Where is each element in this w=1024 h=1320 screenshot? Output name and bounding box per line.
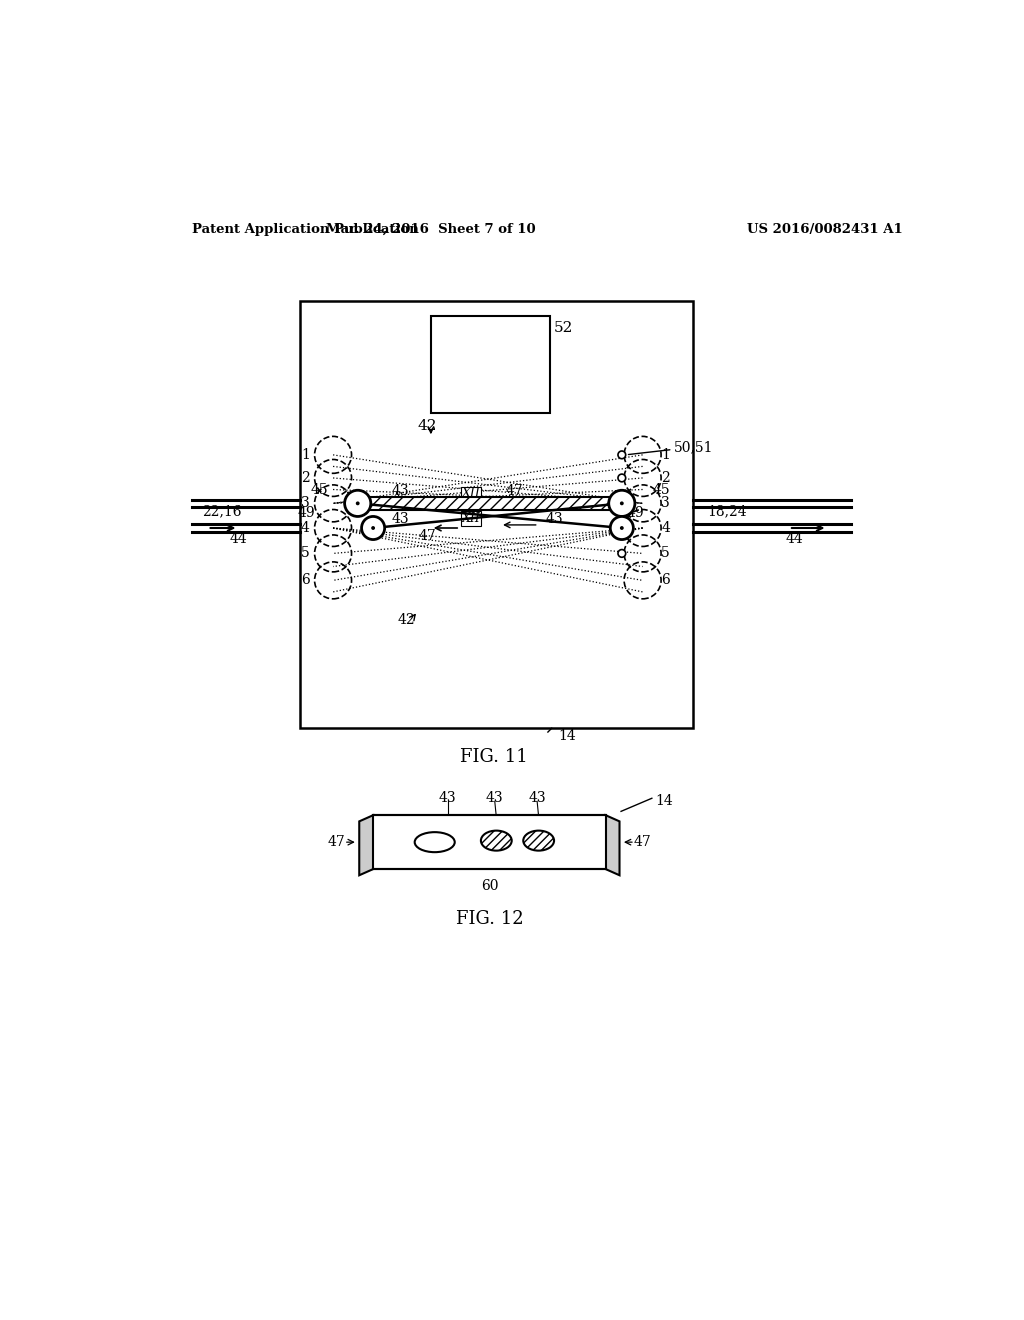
Circle shape bbox=[617, 474, 626, 482]
Text: 44: 44 bbox=[785, 532, 803, 545]
Circle shape bbox=[371, 527, 375, 529]
Text: 52: 52 bbox=[554, 321, 573, 335]
Circle shape bbox=[617, 549, 626, 557]
Circle shape bbox=[617, 499, 626, 507]
Text: 47: 47 bbox=[328, 836, 345, 849]
Ellipse shape bbox=[481, 830, 512, 850]
Text: 47: 47 bbox=[418, 529, 436, 543]
Text: 45: 45 bbox=[653, 483, 671, 496]
Text: 6: 6 bbox=[662, 573, 670, 587]
Ellipse shape bbox=[523, 830, 554, 850]
Text: 5: 5 bbox=[662, 546, 670, 561]
Text: 47: 47 bbox=[505, 484, 523, 498]
Text: 22,16: 22,16 bbox=[202, 504, 242, 517]
Text: 50,51: 50,51 bbox=[674, 440, 713, 454]
Ellipse shape bbox=[415, 832, 455, 853]
Text: FIG. 11: FIG. 11 bbox=[460, 748, 528, 767]
Text: 6: 6 bbox=[301, 573, 309, 587]
Text: 43: 43 bbox=[545, 512, 563, 525]
Circle shape bbox=[617, 451, 626, 459]
Text: 5: 5 bbox=[301, 546, 309, 561]
Text: 3: 3 bbox=[662, 496, 670, 511]
Text: 14: 14 bbox=[558, 729, 575, 743]
Circle shape bbox=[610, 516, 634, 540]
Circle shape bbox=[617, 524, 626, 532]
Bar bbox=[370, 498, 615, 510]
Text: Patent Application Publication: Patent Application Publication bbox=[193, 223, 419, 236]
Text: 45: 45 bbox=[310, 483, 328, 496]
Text: 43: 43 bbox=[486, 791, 504, 805]
Polygon shape bbox=[359, 816, 373, 875]
Circle shape bbox=[620, 527, 624, 529]
Polygon shape bbox=[605, 816, 620, 875]
Text: 44: 44 bbox=[229, 532, 247, 545]
Text: 42: 42 bbox=[417, 420, 437, 433]
Text: 42: 42 bbox=[397, 614, 415, 627]
Text: 43: 43 bbox=[391, 484, 409, 498]
Text: 1: 1 bbox=[301, 447, 310, 462]
Text: 49: 49 bbox=[626, 506, 644, 520]
Circle shape bbox=[361, 516, 385, 540]
Text: 2: 2 bbox=[301, 471, 309, 484]
Circle shape bbox=[620, 502, 624, 506]
Text: 2: 2 bbox=[662, 471, 670, 484]
Text: 47: 47 bbox=[634, 836, 651, 849]
Bar bbox=[300, 301, 692, 729]
Text: 14: 14 bbox=[655, 795, 674, 808]
Bar bbox=[431, 317, 550, 412]
Circle shape bbox=[355, 502, 359, 506]
Text: US 2016/0082431 A1: US 2016/0082431 A1 bbox=[746, 223, 902, 236]
Text: Mar. 24, 2016  Sheet 7 of 10: Mar. 24, 2016 Sheet 7 of 10 bbox=[326, 223, 536, 236]
Text: 18,24: 18,24 bbox=[708, 504, 748, 517]
Text: 4: 4 bbox=[301, 521, 310, 535]
Text: XII: XII bbox=[462, 512, 480, 525]
Text: 43: 43 bbox=[439, 791, 457, 805]
Circle shape bbox=[608, 490, 635, 516]
Text: 43: 43 bbox=[391, 512, 409, 525]
Text: 43: 43 bbox=[528, 791, 546, 805]
Text: 3: 3 bbox=[301, 496, 309, 511]
Text: 1: 1 bbox=[662, 447, 670, 462]
Circle shape bbox=[345, 490, 371, 516]
Bar bbox=[373, 816, 605, 869]
Text: 49: 49 bbox=[297, 506, 315, 520]
Text: 60: 60 bbox=[480, 879, 498, 894]
Text: 4: 4 bbox=[662, 521, 670, 535]
Text: XII: XII bbox=[462, 487, 480, 500]
Text: FIG. 12: FIG. 12 bbox=[456, 911, 523, 928]
